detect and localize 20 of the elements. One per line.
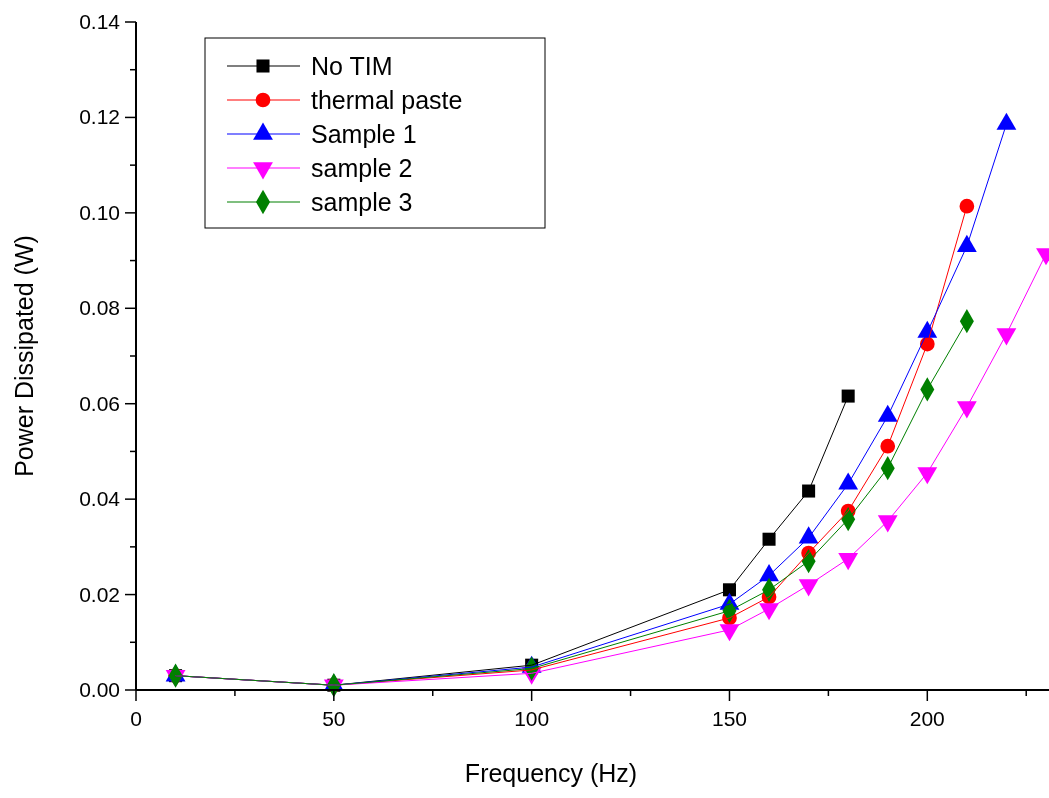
y-tick-label: 0.02 xyxy=(79,582,120,606)
x-tick-label: 50 xyxy=(322,707,346,730)
y-tick-label: 0.00 xyxy=(79,678,120,701)
x-tick-label: 150 xyxy=(711,707,747,730)
y-tick-label: 0.12 xyxy=(79,105,120,129)
legend-label: sample 3 xyxy=(311,188,413,216)
x-tick-label: 100 xyxy=(514,707,550,730)
x-tick-label: 0 xyxy=(130,707,142,730)
legend-label: thermal paste xyxy=(311,86,463,114)
y-tick-label: 0.10 xyxy=(79,200,120,224)
y-tick-label: 0.14 xyxy=(79,10,121,33)
y-tick-label: 0.04 xyxy=(79,487,121,511)
legend-label: sample 2 xyxy=(311,154,413,182)
y-tick-label: 0.08 xyxy=(79,296,120,320)
y-tick-label: 0.06 xyxy=(79,391,120,415)
x-axis-title: Frequency (Hz) xyxy=(464,759,638,787)
legend-label: Sample 1 xyxy=(311,120,417,148)
legend-label: No TIM xyxy=(311,52,393,80)
y-axis-title: Power Dissipated (W) xyxy=(10,235,38,477)
x-tick-label: 200 xyxy=(909,707,945,730)
